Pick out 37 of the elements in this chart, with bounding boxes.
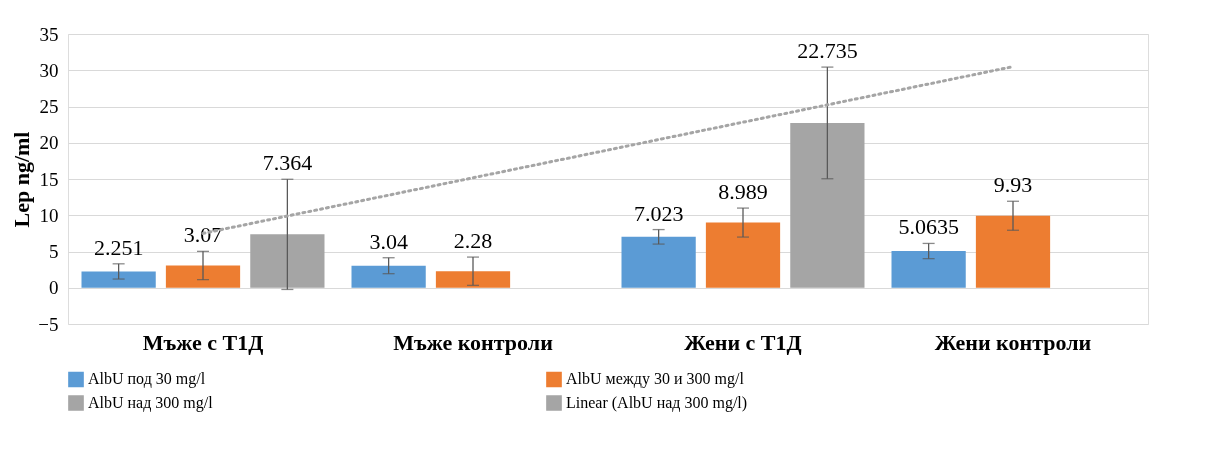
y-axis-title: Lep ng/ml <box>9 131 35 228</box>
data-label: 9.93 <box>993 172 1033 198</box>
y-tick-label: −5 <box>38 313 59 335</box>
y-tick-label: 20 <box>39 132 59 154</box>
data-label: 7.364 <box>262 150 313 176</box>
y-tick-label: 35 <box>39 23 59 45</box>
data-label: 8.989 <box>718 179 768 205</box>
bar <box>975 215 1051 288</box>
legend-label: Linear (AlbU над 300 mg/l) <box>566 394 748 412</box>
legend-label: AlbU между 30 и 300 mg/l <box>566 370 745 389</box>
bar <box>165 265 241 288</box>
y-tick-label: 0 <box>49 277 59 299</box>
data-label: 2.251 <box>93 234 144 260</box>
data-label: 3.04 <box>369 228 408 254</box>
bar <box>705 222 781 288</box>
data-label: 2.28 <box>453 228 493 254</box>
y-tick-label: 15 <box>39 168 59 190</box>
x-tick-label: Мъже контроли <box>393 329 554 355</box>
bar <box>621 236 696 288</box>
bar <box>250 234 325 288</box>
data-label: 7.023 <box>633 200 684 226</box>
legend-label: AlbU над 300 mg/l <box>88 394 214 412</box>
bar <box>891 251 966 288</box>
bar <box>351 265 426 288</box>
data-label: 5.0635 <box>898 214 959 240</box>
x-tick-label: Мъже с Т1Д <box>142 329 264 355</box>
bar <box>435 271 511 288</box>
y-tick-label: 25 <box>39 96 59 117</box>
data-label: 22.735 <box>797 38 858 64</box>
y-tick-label: 5 <box>49 241 59 262</box>
x-tick-label: Жени с Т1Д <box>684 329 802 355</box>
bar <box>790 122 865 288</box>
bar <box>81 271 156 288</box>
y-tick-label: 10 <box>39 204 59 226</box>
legend-label: AlbU под 30 mg/l <box>88 370 206 389</box>
x-tick-label: Жени контроли <box>934 329 1092 355</box>
y-tick-label: 30 <box>39 59 59 81</box>
